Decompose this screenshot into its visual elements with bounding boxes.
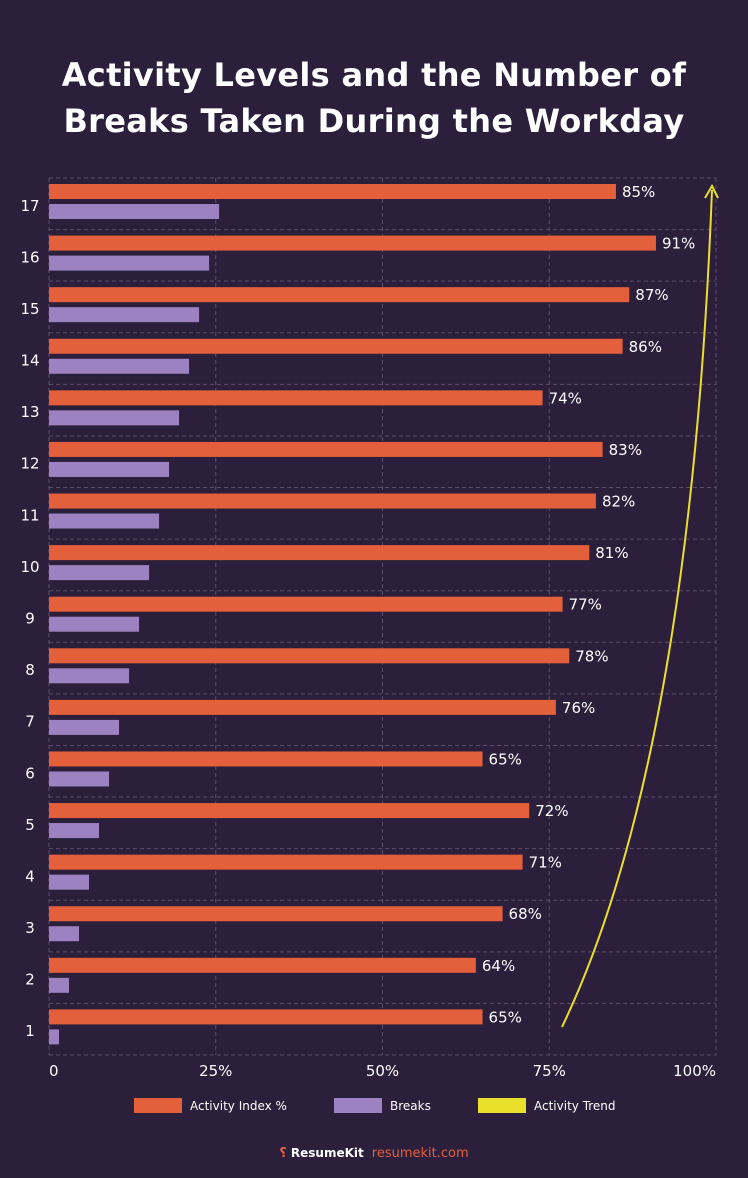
breaks-bar — [49, 358, 190, 374]
y-tick-label: 12 — [20, 455, 39, 473]
activity-bar — [49, 338, 623, 354]
breaks-bar — [49, 513, 160, 529]
legend-activity: Activity Index % — [134, 1098, 287, 1113]
activity-bar — [49, 648, 570, 664]
activity-bar — [49, 441, 603, 457]
breaks-bar — [49, 874, 90, 890]
data-label: 72% — [535, 802, 568, 820]
y-tick-label: 7 — [25, 713, 35, 731]
activity-bar — [49, 854, 523, 870]
legend-breaks: Breaks — [334, 1098, 431, 1113]
legend-swatch — [478, 1098, 526, 1113]
data-label: 91% — [662, 235, 695, 253]
activity-bar — [49, 596, 563, 612]
y-tick-label: 2 — [25, 971, 35, 989]
data-label: 78% — [575, 647, 608, 665]
x-tick-label: 75% — [533, 1062, 566, 1080]
breaks-bar — [49, 823, 100, 839]
resumekit-logo-icon: ⸮ — [279, 1146, 287, 1161]
brand-url[interactable]: resumekit.com — [371, 1146, 469, 1161]
breaks-bar — [49, 977, 70, 993]
activity-bar — [49, 390, 543, 406]
breaks-bar — [49, 1029, 60, 1045]
activity-bar — [49, 493, 596, 509]
x-tick-label: 50% — [366, 1062, 399, 1080]
breaks-bar — [49, 771, 110, 787]
data-label: 71% — [529, 854, 562, 872]
activity-bar — [49, 235, 656, 251]
data-label: 86% — [629, 338, 662, 356]
y-tick-label: 11 — [20, 506, 39, 524]
activity-bar — [49, 957, 476, 973]
y-tick-label: 17 — [20, 197, 39, 215]
activity-bar — [49, 751, 483, 767]
breaks-bar — [49, 307, 200, 323]
breaks-bar — [49, 255, 210, 271]
data-label: 85% — [622, 183, 655, 201]
y-tick-label: 16 — [20, 248, 39, 266]
y-tick-label: 3 — [25, 919, 35, 937]
data-label: 68% — [509, 905, 542, 923]
data-label: 87% — [635, 286, 668, 304]
y-tick-label: 6 — [25, 764, 35, 782]
y-tick-label: 8 — [25, 661, 35, 679]
data-label: 65% — [489, 750, 522, 768]
y-tick-label: 5 — [25, 816, 35, 834]
data-label: 74% — [549, 389, 582, 407]
legend-swatch — [134, 1098, 182, 1113]
y-tick-label: 13 — [20, 403, 39, 421]
activity-bar — [49, 906, 503, 922]
x-tick-label: 0 — [49, 1062, 59, 1080]
activity-bar — [49, 1009, 483, 1025]
legend-label: Breaks — [390, 1098, 431, 1113]
chart-title: Activity Levels and the Number of Breaks… — [61, 56, 687, 140]
activity-bar — [49, 184, 616, 199]
activity-bar — [49, 545, 590, 561]
legend-label: Activity Trend — [534, 1098, 616, 1113]
data-label: 65% — [489, 1008, 522, 1026]
x-tick-label: 100% — [673, 1062, 716, 1080]
breaks-bar — [49, 461, 170, 477]
x-tick-label: 25% — [199, 1062, 232, 1080]
trend-line — [561, 189, 713, 1028]
data-label: 64% — [482, 957, 515, 975]
legend-label: Activity Index % — [190, 1098, 287, 1113]
activity-bar — [49, 287, 630, 303]
y-tick-label: 14 — [20, 352, 39, 370]
brand-name: ResumeKit — [290, 1146, 364, 1160]
data-label: 83% — [609, 441, 642, 459]
breaks-bar — [49, 204, 220, 219]
data-label: 82% — [602, 493, 635, 511]
breaks-bar — [49, 926, 80, 942]
breaks-bar — [49, 719, 120, 735]
trend-arrow-icon — [704, 183, 719, 199]
breaks-bar — [49, 668, 130, 684]
breaks-bar — [49, 616, 140, 632]
breaks-bar — [49, 565, 150, 581]
y-tick-label: 15 — [20, 300, 39, 318]
y-tick-label: 9 — [25, 610, 35, 628]
footer: ⸮ ResumeKit resumekit.com — [0, 1146, 748, 1161]
activity-bar — [49, 803, 530, 819]
data-label: 77% — [569, 596, 602, 614]
legend-swatch — [334, 1098, 382, 1113]
legend-trend: Activity Trend — [478, 1098, 616, 1113]
y-tick-label: 10 — [20, 558, 39, 576]
breaks-bar — [49, 410, 180, 426]
data-label: 76% — [562, 699, 595, 717]
y-tick-label: 1 — [25, 1022, 35, 1040]
data-label: 81% — [595, 544, 628, 562]
activity-bar — [49, 699, 556, 715]
y-tick-label: 4 — [25, 867, 35, 885]
